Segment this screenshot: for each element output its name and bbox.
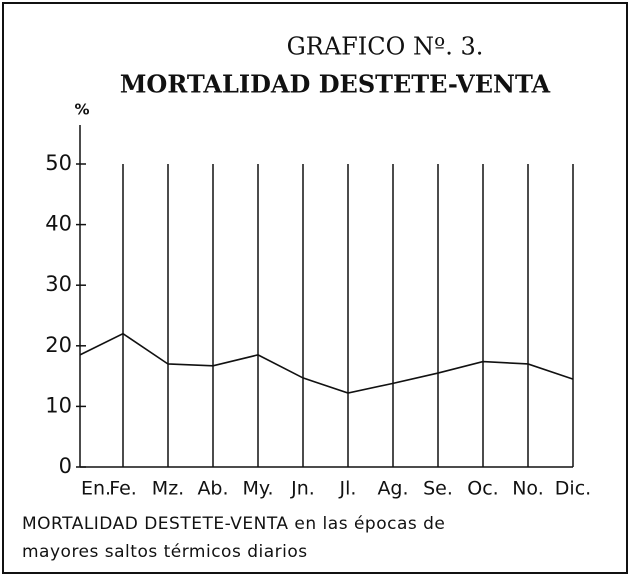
y-tick-label: 20 <box>45 333 72 357</box>
x-tick-label: Se. <box>423 478 453 500</box>
x-tick-label: Mz. <box>152 478 184 500</box>
x-tick-label: Oc. <box>467 478 498 500</box>
x-tick-label: Fe. <box>109 478 137 500</box>
x-tick-label: En. <box>81 478 111 500</box>
y-tick-label: 0 <box>59 454 72 478</box>
x-tick-label: Ab. <box>197 478 228 500</box>
data-line <box>79 332 574 394</box>
x-tick-label: Jl. <box>339 478 357 500</box>
y-axis-label: % <box>74 101 89 119</box>
chart-title: GRAFICO Nº. 3. <box>287 33 484 61</box>
caption: mayores saltos térmicos diarios <box>22 542 308 562</box>
caption: MORTALIDAD DESTETE-VENTA en las épocas d… <box>22 514 445 534</box>
x-tick-label: My. <box>243 478 274 500</box>
y-tick-label: 10 <box>45 393 72 417</box>
y-tick-label: 50 <box>45 151 72 175</box>
y-tick-label: 30 <box>45 272 72 296</box>
x-tick-label: Dic. <box>555 478 591 500</box>
x-tick-label: Jn. <box>290 478 315 500</box>
x-tick-label: Ag. <box>377 478 408 500</box>
y-tick-label: 40 <box>45 212 72 236</box>
x-tick-label: No. <box>512 478 544 500</box>
chart-subtitle: MORTALIDAD DESTETE-VENTA <box>120 70 551 99</box>
